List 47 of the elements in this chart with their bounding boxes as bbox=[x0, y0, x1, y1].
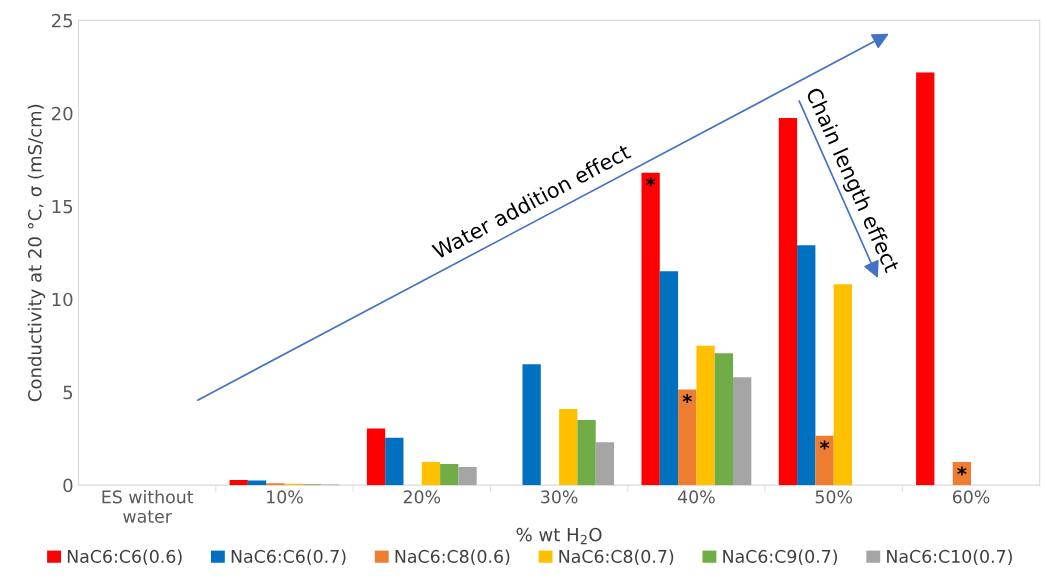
y-axis-title: Conductivity at 20 °C, σ (mS/cm) bbox=[27, 104, 46, 402]
x-tick-label: 30% bbox=[541, 490, 578, 504]
x-tick-label: 60% bbox=[952, 490, 990, 504]
data-label: * bbox=[682, 393, 692, 403]
bar bbox=[696, 345, 715, 486]
x-axis-title: % wt H$_{2}$O bbox=[516, 527, 602, 545]
y-tick-label: 5 bbox=[63, 385, 73, 400]
bar bbox=[595, 442, 615, 486]
y-tick-label: 25 bbox=[52, 13, 73, 28]
legend-label: NaC6:C6(0.6) bbox=[67, 549, 182, 566]
bar bbox=[577, 420, 596, 486]
bar bbox=[678, 389, 697, 486]
bar bbox=[559, 408, 578, 486]
bar bbox=[366, 428, 386, 486]
legend-label: NaC6:C10(0.7) bbox=[887, 549, 1012, 566]
x-tick-label: 20% bbox=[403, 490, 441, 504]
bar bbox=[440, 463, 459, 486]
y-tick-label: 15 bbox=[52, 199, 73, 214]
bar bbox=[797, 245, 816, 486]
bar bbox=[815, 435, 834, 486]
bar bbox=[458, 466, 477, 486]
legend-label: NaC6:C8(0.7) bbox=[559, 549, 674, 566]
data-label: * bbox=[957, 466, 967, 476]
bar bbox=[522, 364, 541, 486]
y-tick-label: 20 bbox=[52, 106, 73, 121]
x-tick-label: 10% bbox=[267, 490, 303, 504]
legend-label: NaC6:C8(0.6) bbox=[395, 549, 510, 566]
x-tick-label: 50% bbox=[815, 490, 853, 504]
legend-label: NaC6:C6(0.7) bbox=[231, 549, 346, 566]
x-tick-label: ES without water bbox=[102, 490, 194, 523]
bar bbox=[714, 353, 734, 486]
data-label: * bbox=[645, 177, 656, 187]
x-tick-label: 40% bbox=[677, 490, 715, 504]
bar bbox=[421, 461, 441, 486]
legend-label: NaC6:C9(0.7) bbox=[723, 549, 838, 566]
y-tick-label: 0 bbox=[63, 478, 73, 493]
bar bbox=[247, 480, 267, 486]
data-label: * bbox=[819, 440, 830, 450]
bar bbox=[916, 72, 935, 486]
bar bbox=[229, 480, 248, 486]
bar bbox=[733, 377, 752, 486]
bar bbox=[385, 437, 404, 486]
bar bbox=[659, 271, 679, 486]
y-tick-label: 10 bbox=[52, 292, 73, 307]
bar bbox=[641, 172, 660, 486]
bar bbox=[778, 117, 798, 486]
bar bbox=[833, 284, 853, 486]
